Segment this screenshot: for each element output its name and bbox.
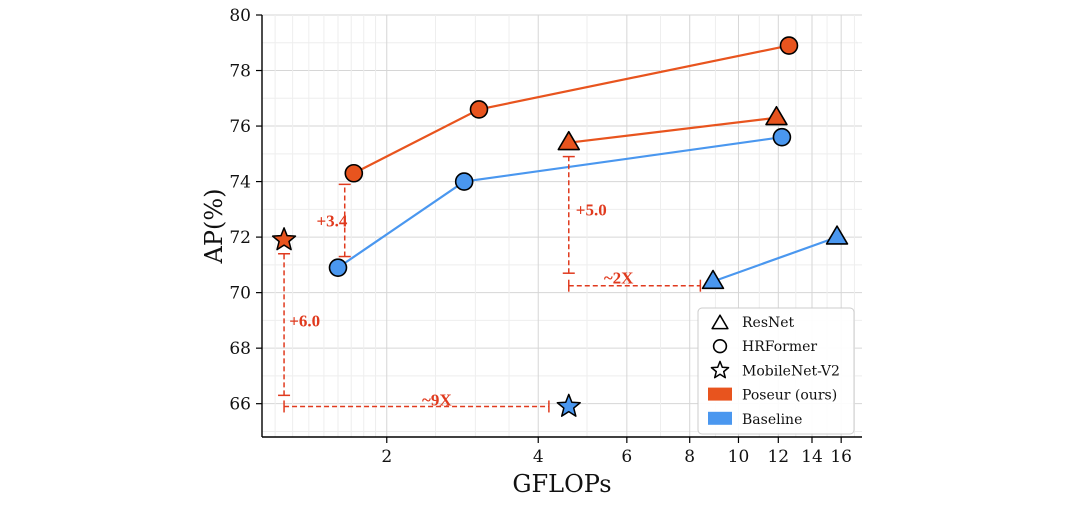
annotation-label: +3.4 bbox=[316, 211, 347, 230]
annotation-label: +5.0 bbox=[576, 200, 607, 219]
legend-label: MobileNet-V2 bbox=[742, 363, 840, 379]
annotations: +3.4 +5.0 +6.0 ~2X ~9X bbox=[278, 155, 702, 413]
y-tick-label: 74 bbox=[229, 173, 251, 193]
poseur-hrformer-point bbox=[469, 100, 489, 119]
y-tick-label: 70 bbox=[229, 284, 251, 304]
annotation-label: ~9X bbox=[422, 391, 452, 410]
poseur-resnet-point bbox=[557, 130, 581, 151]
poseur-hrformer-point bbox=[344, 163, 364, 183]
y-axis-title: AP(%) bbox=[200, 188, 228, 264]
x-tick-label: 16 bbox=[830, 447, 852, 467]
baseline-hrformer-point bbox=[772, 127, 792, 147]
legend-swatch bbox=[708, 387, 732, 401]
baseline-hrformer-point bbox=[328, 258, 348, 277]
legend: ResNet HRFormer MobileNet-V2 Poseur (ours) B… bbox=[697, 307, 855, 435]
legend-circle-icon bbox=[712, 339, 728, 354]
series-lines bbox=[337, 44, 838, 283]
baseline-resnet-point bbox=[825, 225, 849, 245]
y-tick-label: 68 bbox=[229, 339, 251, 359]
x-tick-label: 4 bbox=[533, 447, 544, 467]
y-tick-label: 80 bbox=[229, 6, 251, 26]
baseline-resnet-line bbox=[712, 236, 838, 283]
x-tick-label: 14 bbox=[801, 447, 823, 467]
y-tick-label: 78 bbox=[229, 62, 251, 82]
baseline-resnet-point bbox=[701, 269, 725, 290]
y-tick-label: 66 bbox=[229, 395, 251, 415]
baseline-mobilenet-point bbox=[556, 393, 581, 417]
x-tick-label: 10 bbox=[728, 447, 750, 467]
poseur-hrformer-point bbox=[779, 36, 799, 55]
legend-label: Poseur (ours) bbox=[742, 388, 837, 404]
y-tick-label: 76 bbox=[229, 117, 251, 137]
x-tick-label: 2 bbox=[381, 447, 392, 467]
legend-swatch bbox=[708, 411, 732, 425]
series-markers bbox=[271, 36, 849, 417]
x-tick-label: 12 bbox=[767, 447, 789, 467]
poseur-resnet-point bbox=[765, 105, 788, 126]
x-axis-title: GFLOPs bbox=[512, 470, 611, 498]
legend-star-icon bbox=[710, 360, 730, 379]
poseur-resnet-line bbox=[568, 116, 777, 144]
legend-label: ResNet bbox=[742, 315, 795, 331]
annotation-label: +6.0 bbox=[289, 311, 320, 330]
annotation-label: ~2X bbox=[604, 268, 634, 287]
legend-triangle-icon bbox=[711, 314, 729, 330]
y-tick-label: 72 bbox=[229, 228, 251, 248]
poseur-mobilenet-point bbox=[271, 227, 297, 251]
baseline-hrformer-point bbox=[454, 172, 474, 191]
x-tick-label: 6 bbox=[621, 447, 632, 467]
x-tick-label: 8 bbox=[684, 447, 695, 467]
legend-label: Baseline bbox=[742, 412, 802, 428]
legend-label: HRFormer bbox=[742, 339, 817, 355]
legend-box bbox=[697, 307, 855, 435]
